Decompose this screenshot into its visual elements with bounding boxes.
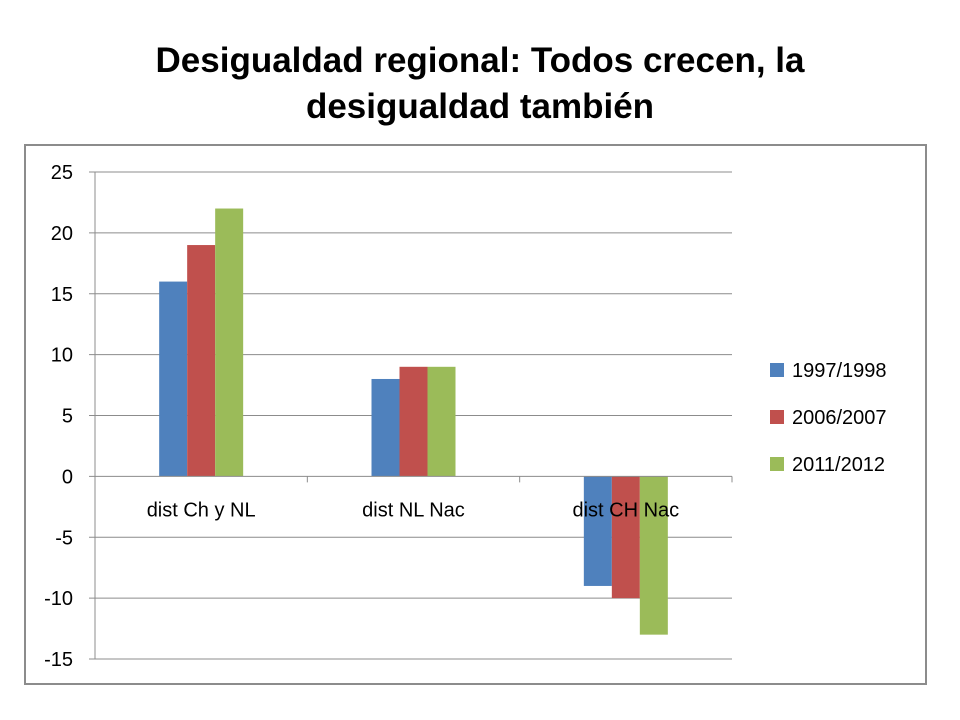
- y-tick-label: 20: [51, 223, 73, 245]
- y-tick-label: 25: [51, 162, 73, 184]
- category-label: dist CH Nac: [572, 499, 679, 521]
- axis-labels: 25 20 15 10 5 0 -5 -10 -15 dist Ch y NL dist NL Na…: [44, 162, 679, 671]
- bar: [159, 281, 188, 477]
- category-label: dist NL Nac: [362, 499, 465, 521]
- legend: 1997/1998 2006/2007 2011/2012: [770, 360, 887, 476]
- y-tick-label: 0: [62, 466, 73, 488]
- legend-swatch: [770, 410, 784, 424]
- bar: [427, 366, 456, 477]
- bar: [215, 208, 244, 477]
- y-tick-label: -10: [44, 588, 73, 610]
- y-tick-label: 10: [51, 345, 73, 367]
- bar: [583, 476, 612, 586]
- slide-title: Desigualdad regional: Todos crecen, la d…: [155, 41, 805, 126]
- axes: [89, 171, 733, 660]
- bar: [639, 476, 668, 635]
- y-tick-label: 5: [62, 406, 73, 428]
- legend-swatch: [770, 363, 784, 377]
- bars: [159, 208, 668, 635]
- y-tick-label: 15: [51, 284, 73, 306]
- y-tick-label: -5: [55, 527, 73, 549]
- bar: [399, 366, 428, 477]
- legend-label: 1997/1998: [792, 360, 887, 382]
- legend-label: 2006/2007: [792, 407, 887, 429]
- y-tick-label: -15: [44, 649, 73, 671]
- bar: [611, 476, 640, 599]
- legend-label: 2011/2012: [792, 454, 885, 476]
- bar: [371, 378, 400, 477]
- bar: [187, 245, 216, 477]
- legend-swatch: [770, 457, 784, 471]
- category-label: dist Ch y NL: [147, 499, 256, 521]
